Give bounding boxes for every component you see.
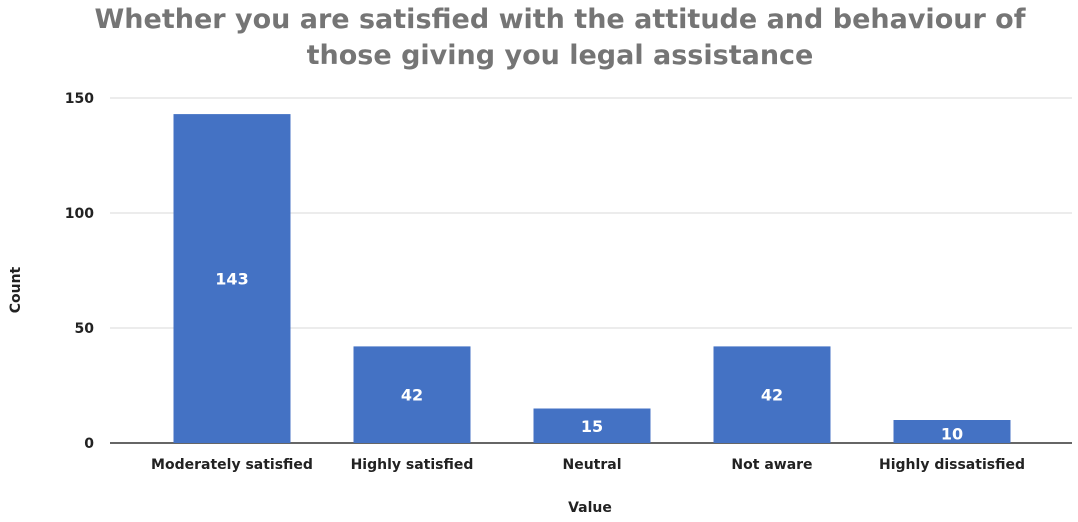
bar-value-label: 10 — [941, 425, 963, 444]
chart-title: Whether you are satisfied with the attit… — [95, 4, 1026, 71]
y-tick-label: 0 — [84, 436, 94, 452]
y-tick-label: 100 — [65, 206, 94, 222]
y-tick-label: 50 — [75, 321, 95, 337]
x-tick-label: Neutral — [562, 457, 621, 473]
chart-title-line-1: Whether you are satisfied with the attit… — [95, 4, 1026, 35]
y-axis-title: Count — [8, 266, 24, 313]
bar-value-label: 143 — [215, 270, 248, 289]
x-tick-label: Not aware — [731, 457, 812, 473]
chart-title-line-2: those giving you legal assistance — [307, 40, 814, 71]
bar-value-label: 42 — [401, 386, 423, 405]
x-tick-label: Highly satisfied — [351, 457, 474, 473]
bar-value-label: 42 — [761, 386, 783, 405]
bar — [353, 346, 471, 443]
x-tick-label: Moderately satisfied — [151, 457, 313, 473]
x-tick-label: Highly dissatisfied — [879, 457, 1025, 473]
x-axis-ticks: Moderately satisfied Highly satisfied Neut… — [151, 457, 1025, 473]
bar — [713, 346, 831, 443]
bar-value-label: 15 — [581, 417, 603, 436]
bar — [893, 420, 1011, 443]
bar — [533, 408, 651, 443]
y-axis-ticks: 0 50 100 150 — [65, 91, 94, 452]
x-axis-title: Value — [568, 500, 612, 516]
y-tick-label: 150 — [65, 91, 94, 107]
bar — [173, 114, 291, 443]
bars: 143 42 15 42 10 — [173, 114, 1011, 444]
